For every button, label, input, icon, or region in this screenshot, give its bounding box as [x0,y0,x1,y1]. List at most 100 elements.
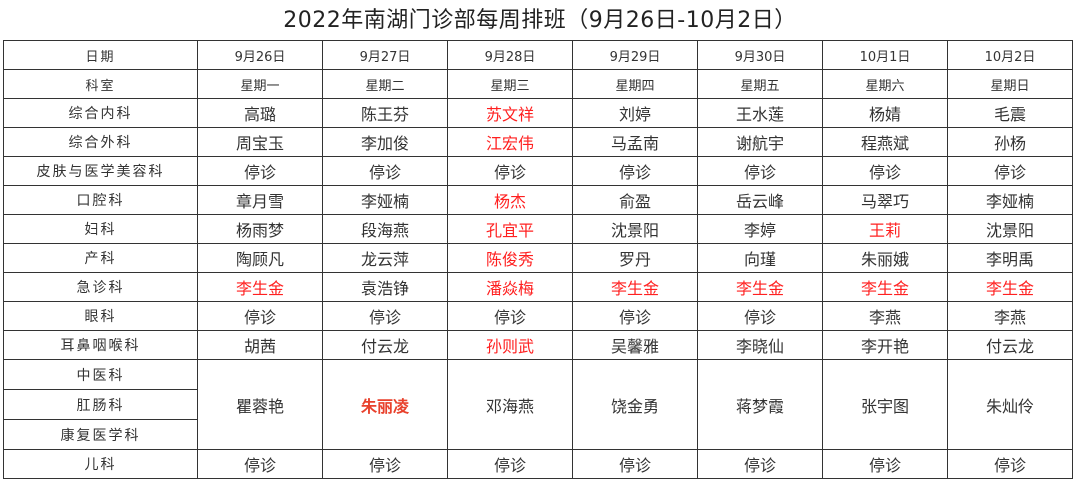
doctor-cell: 付云龙 [322,330,448,360]
table-row: 综合内科 高璐 陈王芬 苏文祥 刘婷 王水莲 杨婧 毛震 [3,98,1073,128]
doctor-cell: 停诊 [697,301,823,331]
table-row: 皮肤与医学美容科 停诊 停诊 停诊 停诊 停诊 停诊 停诊 [3,156,1073,186]
doctor-cell: 饶金勇 [572,359,698,450]
doctor-cell: 陶顾凡 [197,243,323,273]
doctor-cell: 陈俊秀 [447,243,573,273]
doctor-cell: 停诊 [572,156,698,186]
doctor-cell: 程燕斌 [822,127,948,157]
doctor-cell: 俞盈 [572,185,698,215]
doctor-cell: 李生金 [947,272,1073,302]
doctor-cell: 停诊 [322,449,448,479]
doctor-cell: 李明禹 [947,243,1073,273]
doctor-cell: 谢航宇 [697,127,823,157]
doctor-cell: 停诊 [447,449,573,479]
doctor-cell: 李生金 [197,272,323,302]
doctor-cell: 江宏伟 [447,127,573,157]
date-header: 9月29日 [572,40,698,70]
doctor-cell: 李生金 [697,272,823,302]
date-header: 9月26日 [197,40,323,70]
doctor-cell: 停诊 [697,449,823,479]
table-row: 口腔科 章月雪 李娅楠 杨杰 俞盈 岳云峰 马翠巧 李娅楠 [3,185,1073,215]
table-row: 耳鼻咽喉科 胡茜 付云龙 孙则武 吴馨雅 李晓仙 李开艳 付云龙 [3,330,1073,360]
table-row: 中医科 瞿蓉艳 朱丽凌 邓海燕 饶金勇 蒋梦霞 张宇图 朱灿伶 [3,359,1073,450]
department-name: 中医科 [3,359,198,390]
doctor-cell: 王水莲 [697,98,823,128]
doctor-cell: 章月雪 [197,185,323,215]
date-label: 日期 [3,40,198,70]
weekday-header: 星期三 [447,69,573,99]
date-header: 10月1日 [822,40,948,70]
weekday-header: 星期六 [822,69,948,99]
weekday-header: 星期二 [322,69,448,99]
doctor-cell: 马翠巧 [822,185,948,215]
table-row: 急诊科 李生金 袁浩铮 潘焱梅 李生金 李生金 李生金 李生金 [3,272,1073,302]
date-header: 9月30日 [697,40,823,70]
doctor-cell: 孙则武 [447,330,573,360]
doctor-cell: 马孟南 [572,127,698,157]
doctor-cell: 潘焱梅 [447,272,573,302]
doctor-cell: 停诊 [322,156,448,186]
department-name: 儿科 [3,449,198,479]
department-name: 口腔科 [3,185,198,215]
doctor-cell: 蒋梦霞 [697,359,823,450]
doctor-cell: 胡茜 [197,330,323,360]
doctor-cell: 付云龙 [947,330,1073,360]
department-name: 综合外科 [3,127,198,157]
doctor-cell: 李加俊 [322,127,448,157]
table-row: 肛肠科 [3,389,1073,420]
department-name: 妇科 [3,214,198,244]
doctor-cell: 毛震 [947,98,1073,128]
doctor-cell: 停诊 [947,156,1073,186]
doctor-cell: 停诊 [197,156,323,186]
doctor-cell: 陈王芬 [322,98,448,128]
doctor-cell: 停诊 [447,301,573,331]
table-row: 儿科 停诊 停诊 停诊 停诊 停诊 停诊 停诊 [3,449,1073,479]
department-name: 皮肤与医学美容科 [3,156,198,186]
department-name: 康复医学科 [3,419,198,450]
weekday-header: 星期五 [697,69,823,99]
date-header: 9月28日 [447,40,573,70]
dept-label: 科室 [3,69,198,99]
doctor-cell: 停诊 [197,301,323,331]
table-row: 产科 陶顾凡 龙云萍 陈俊秀 罗丹 向瑾 朱丽娥 李明禹 [3,243,1073,273]
doctor-cell: 李娅楠 [322,185,448,215]
doctor-cell: 袁浩铮 [322,272,448,302]
table-row: 康复医学科 [3,419,1073,450]
department-name: 急诊科 [3,272,198,302]
doctor-cell: 杨婧 [822,98,948,128]
doctor-cell: 沈景阳 [947,214,1073,244]
doctor-cell: 高璐 [197,98,323,128]
doctor-cell: 李燕 [947,301,1073,331]
doctor-cell: 邓海燕 [447,359,573,450]
doctor-cell: 李娅楠 [947,185,1073,215]
doctor-cell: 李生金 [572,272,698,302]
doctor-cell: 孙杨 [947,127,1073,157]
weekday-header: 星期四 [572,69,698,99]
doctor-cell: 停诊 [322,301,448,331]
doctor-cell: 李晓仙 [697,330,823,360]
department-name: 综合内科 [3,98,198,128]
doctor-cell: 苏文祥 [447,98,573,128]
table-row: 妇科 杨雨梦 段海燕 孔宜平 沈景阳 李婷 王莉 沈景阳 [3,214,1073,244]
doctor-cell: 龙云萍 [322,243,448,273]
department-name: 产科 [3,243,198,273]
doctor-cell: 朱丽凌 [322,359,448,450]
doctor-cell: 停诊 [822,156,948,186]
department-name: 肛肠科 [3,389,198,420]
department-name: 眼科 [3,301,198,331]
doctor-cell: 停诊 [822,449,948,479]
header-date-row: 日期 9月26日 9月27日 9月28日 9月29日 9月30日 10月1日 10月2日 [3,40,1073,70]
doctor-cell: 岳云峰 [697,185,823,215]
schedule-table: 日期 9月26日 9月27日 9月28日 9月29日 9月30日 10月1日 10月2日 科室 星… [3,40,1073,479]
doctor-cell: 杨杰 [447,185,573,215]
date-header: 10月2日 [947,40,1073,70]
doctor-cell: 刘婷 [572,98,698,128]
doctor-cell: 朱灿伶 [947,359,1073,450]
doctor-cell: 吴馨雅 [572,330,698,360]
department-name: 耳鼻咽喉科 [3,330,198,360]
doctor-cell: 停诊 [572,301,698,331]
doctor-cell: 向瑾 [697,243,823,273]
table-row: 综合外科 周宝玉 李加俊 江宏伟 马孟南 谢航宇 程燕斌 孙杨 [3,127,1073,157]
doctor-cell: 王莉 [822,214,948,244]
doctor-cell: 朱丽娥 [822,243,948,273]
